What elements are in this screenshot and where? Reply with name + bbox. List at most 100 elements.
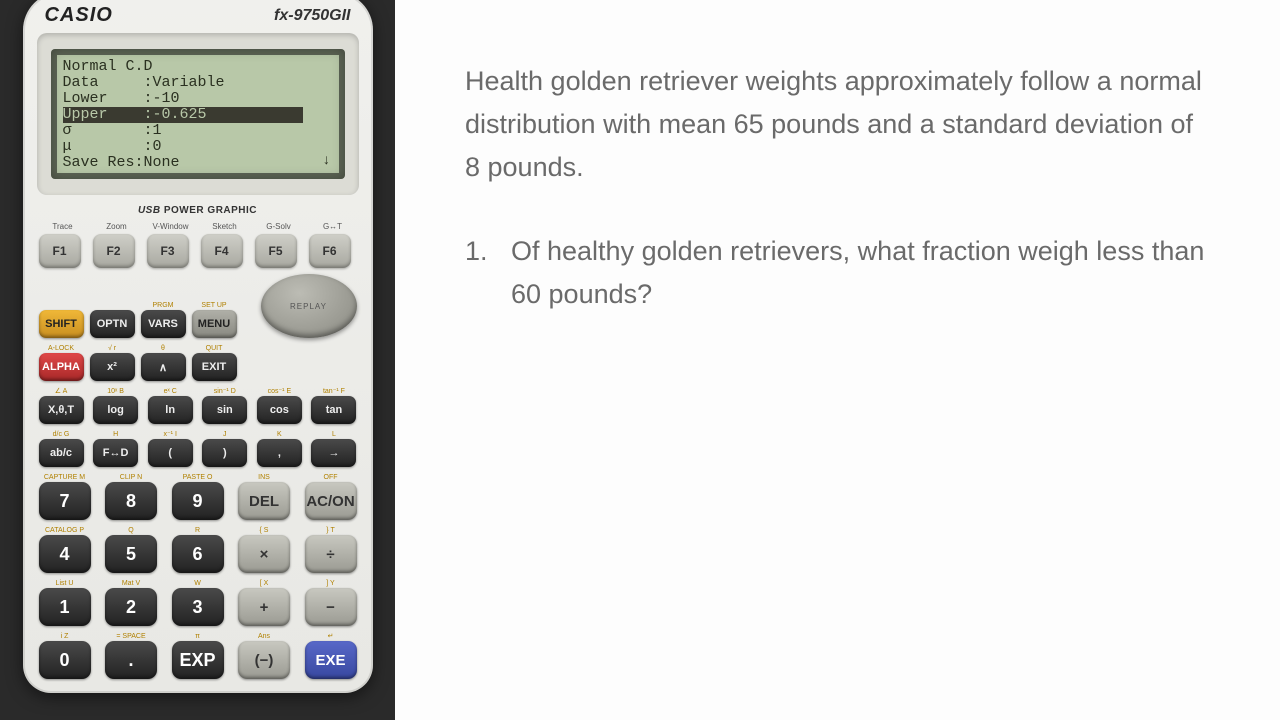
key-7[interactable]: 7 bbox=[39, 482, 91, 520]
key-3[interactable]: 3 bbox=[172, 588, 224, 626]
key-0[interactable]: 0 bbox=[39, 641, 91, 679]
key-[interactable]: → bbox=[311, 439, 356, 467]
key-tan[interactable]: tan bbox=[311, 396, 356, 424]
fn-row-2: d/c Gab/c HF↔Dx⁻¹ I( J) K, L→ bbox=[37, 430, 359, 467]
key-[interactable]: + bbox=[238, 588, 290, 626]
key-top-label: tan⁻¹ F bbox=[311, 387, 356, 396]
num-row-2: CATALOG P4 Q5 R6{ S×} T÷ bbox=[37, 526, 359, 573]
key-[interactable]: ( bbox=[148, 439, 193, 467]
screen-line: Normal C.D bbox=[63, 59, 333, 75]
optn-button[interactable]: OPTN bbox=[90, 310, 135, 338]
key-exp[interactable]: EXP bbox=[172, 641, 224, 679]
key-top-label: L bbox=[311, 430, 356, 439]
fkey-f6[interactable]: F6 bbox=[309, 234, 351, 268]
key-abc[interactable]: ab/c bbox=[39, 439, 84, 467]
fkey-top-label: Sketch bbox=[201, 222, 249, 232]
key-log[interactable]: log bbox=[93, 396, 138, 424]
key-top-label: } T bbox=[305, 526, 357, 535]
calculator-panel: CASIO fx-9750GII Normal C.DData :Variabl… bbox=[0, 0, 395, 720]
key-fd[interactable]: F↔D bbox=[93, 439, 138, 467]
fkey-top-label: Trace bbox=[39, 222, 87, 232]
key-top-label: i Z bbox=[39, 632, 91, 641]
key-[interactable]: ) bbox=[202, 439, 247, 467]
lcd-screen: Normal C.DData :VariableLower :-10Upper … bbox=[51, 49, 345, 179]
fkey-row: TraceF1ZoomF2V-WindowF3SketchF4G-SolvF5G… bbox=[37, 222, 359, 268]
pow-top-label: θ bbox=[141, 344, 186, 353]
key-[interactable]: (−) bbox=[238, 641, 290, 679]
key-1[interactable]: 1 bbox=[39, 588, 91, 626]
key-top-label: ∠ A bbox=[39, 387, 84, 396]
control-row-1: SHIFT OPTN PRGM VARS SET UP MENU REPLAY bbox=[37, 274, 359, 338]
key-top-label: CAPTURE M bbox=[39, 473, 91, 482]
key-top-label: ] Y bbox=[305, 579, 357, 588]
num-row-1: CAPTURE M7CLIP N8PASTE O9INSDELOFFAC/ON bbox=[37, 473, 359, 520]
fn-row-1: ∠ AX,θ,T10ˣ Blogeˣ Clnsin⁻¹ Dsincos⁻¹ Ec… bbox=[37, 387, 359, 424]
x-squared-button[interactable]: x² bbox=[90, 353, 135, 381]
exit-button[interactable]: EXIT bbox=[192, 353, 237, 381]
menu-button[interactable]: MENU bbox=[192, 310, 237, 338]
key-top-label: H bbox=[93, 430, 138, 439]
replay-dpad[interactable]: REPLAY bbox=[261, 274, 357, 338]
key-top-label: = SPACE bbox=[105, 632, 157, 641]
key-top-label: { S bbox=[238, 526, 290, 535]
usb-rest: POWER GRAPHIC bbox=[161, 205, 257, 216]
fkey-top-label: V-Window bbox=[147, 222, 195, 232]
num-row-4: i Z0 = SPACE. πEXP Ans(−) ↵EXE bbox=[37, 632, 359, 679]
key-8[interactable]: 8 bbox=[105, 482, 157, 520]
key-top-label: W bbox=[172, 579, 224, 588]
text-panel: Health golden retriever weights approxim… bbox=[395, 0, 1280, 720]
fkey-f2[interactable]: F2 bbox=[93, 234, 135, 268]
key-2[interactable]: 2 bbox=[105, 588, 157, 626]
key-top-label: R bbox=[172, 526, 224, 535]
vars-button[interactable]: VARS bbox=[141, 310, 186, 338]
key-xt[interactable]: X,θ,T bbox=[39, 396, 84, 424]
question-number: 1. bbox=[465, 230, 511, 316]
key-top-label: eˣ C bbox=[148, 387, 193, 396]
shift-button[interactable]: SHIFT bbox=[39, 310, 84, 338]
key-5[interactable]: 5 bbox=[105, 535, 157, 573]
key-ln[interactable]: ln bbox=[148, 396, 193, 424]
fkey-f1[interactable]: F1 bbox=[39, 234, 81, 268]
fkey-top-label: Zoom bbox=[93, 222, 141, 232]
key-4[interactable]: 4 bbox=[39, 535, 91, 573]
key-[interactable]: × bbox=[238, 535, 290, 573]
screen-line: σ :1 bbox=[63, 123, 333, 139]
screen-line: Lower :-10 bbox=[63, 91, 333, 107]
power-button[interactable]: ∧ bbox=[141, 353, 186, 381]
key-[interactable]: − bbox=[305, 588, 357, 626]
alpha-button[interactable]: ALPHA bbox=[39, 353, 84, 381]
key-[interactable]: . bbox=[105, 641, 157, 679]
problem-statement: Health golden retriever weights approxim… bbox=[465, 60, 1210, 190]
key-top-label: [ X bbox=[238, 579, 290, 588]
fkey-f4[interactable]: F4 bbox=[201, 234, 243, 268]
model-name: fx-9750GII bbox=[274, 7, 350, 25]
key-top-label: J bbox=[202, 430, 247, 439]
key-top-label: INS bbox=[238, 473, 290, 482]
key-cos[interactable]: cos bbox=[257, 396, 302, 424]
key-top-label: Ans bbox=[238, 632, 290, 641]
key-top-label: 10ˣ B bbox=[93, 387, 138, 396]
num-row-3: List U1Mat V2 W3[ X+] Y− bbox=[37, 579, 359, 626]
key-top-label: ↵ bbox=[305, 632, 357, 641]
key-[interactable]: ÷ bbox=[305, 535, 357, 573]
question-text: Of healthy golden retrievers, what fract… bbox=[511, 230, 1210, 316]
key-9[interactable]: 9 bbox=[172, 482, 224, 520]
key-exe[interactable]: EXE bbox=[305, 641, 357, 679]
key-del[interactable]: DEL bbox=[238, 482, 290, 520]
screen-line: Data :Variable bbox=[63, 75, 333, 91]
exit-top-label: QUIT bbox=[192, 344, 237, 353]
key-top-label: π bbox=[172, 632, 224, 641]
key-sin[interactable]: sin bbox=[202, 396, 247, 424]
key-acon[interactable]: AC/ON bbox=[305, 482, 357, 520]
key-top-label: Mat V bbox=[105, 579, 157, 588]
key-top-label: x⁻¹ I bbox=[148, 430, 193, 439]
key-[interactable]: , bbox=[257, 439, 302, 467]
vars-top-label: PRGM bbox=[141, 301, 186, 310]
fkey-f5[interactable]: F5 bbox=[255, 234, 297, 268]
brand-name: CASIO bbox=[45, 4, 113, 27]
fkey-f3[interactable]: F3 bbox=[147, 234, 189, 268]
key-top-label: PASTE O bbox=[172, 473, 224, 482]
key-6[interactable]: 6 bbox=[172, 535, 224, 573]
screen-line: Upper :-0.625 bbox=[63, 107, 303, 123]
usb-label: USB POWER GRAPHIC bbox=[37, 205, 359, 216]
